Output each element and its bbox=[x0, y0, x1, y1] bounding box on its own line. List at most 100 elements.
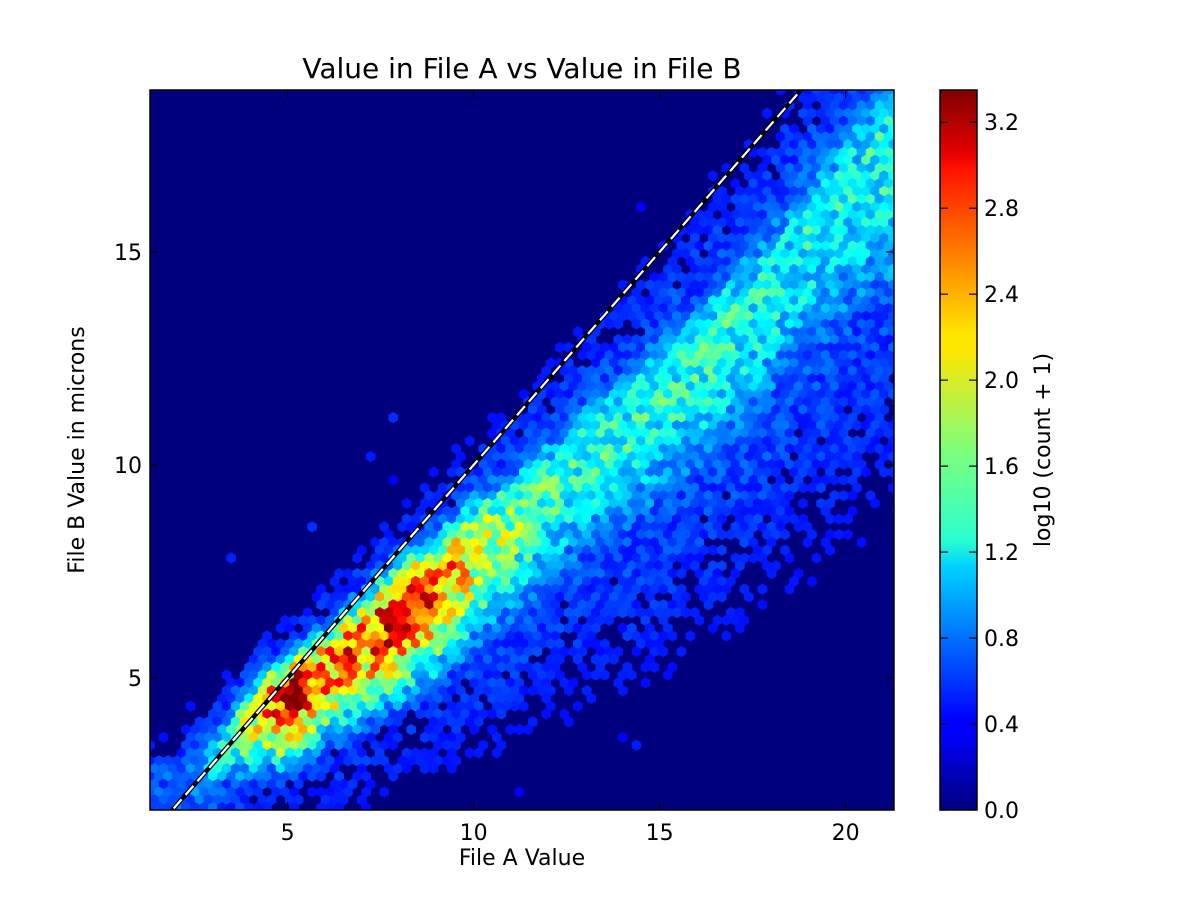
colorbar-tick-label: 2.4 bbox=[984, 283, 1019, 308]
hexbin-cell bbox=[532, 646, 543, 658]
hexbin-cell bbox=[721, 630, 732, 642]
hexbin-cell bbox=[586, 692, 597, 704]
y-axis-ticks: 5 10 15 bbox=[114, 241, 894, 692]
colorbar-label: log10 (count + 1) bbox=[1031, 353, 1056, 547]
hexbin-cell bbox=[798, 497, 808, 509]
hexbin-cell bbox=[428, 466, 439, 478]
hexbin-cell bbox=[838, 458, 849, 470]
hexbin-cell bbox=[428, 763, 439, 775]
hexbin-cell bbox=[190, 802, 200, 810]
hexbin-cell bbox=[226, 552, 236, 564]
hexbin-cell bbox=[888, 466, 894, 478]
hexbin-cell bbox=[870, 497, 880, 509]
colorbar bbox=[939, 89, 978, 811]
hexbin-cell bbox=[744, 591, 754, 603]
hexbin-cell bbox=[581, 669, 592, 681]
hexbin-cell bbox=[307, 521, 317, 533]
hexbin-cell bbox=[289, 802, 299, 810]
hexbin-cell bbox=[703, 599, 714, 611]
hexbin-cell bbox=[150, 802, 155, 810]
hexbin-cell bbox=[154, 802, 164, 810]
hexbin-cell bbox=[667, 630, 678, 642]
x-axis-label: File A Value bbox=[459, 846, 585, 871]
hexbin-cell bbox=[717, 529, 727, 541]
hexbin-cell bbox=[861, 466, 871, 478]
hexbin-cell bbox=[631, 646, 642, 658]
hexbin-cell bbox=[199, 802, 209, 810]
colorbar-tick-label: 0.0 bbox=[984, 799, 1019, 824]
hexbin-cell bbox=[631, 318, 642, 330]
hexbin-cell bbox=[158, 731, 169, 743]
hexbin-cell bbox=[307, 786, 317, 798]
y-tick-label: 10 bbox=[114, 454, 142, 479]
colorbar-ticks: 0.0 0.4 0.8 1.2 1.6 2.0 2.4 2.8 3.2 bbox=[940, 111, 1019, 824]
hexbin-cell bbox=[150, 739, 155, 751]
hexbin-cell bbox=[694, 614, 705, 626]
hexbin-cell bbox=[708, 622, 718, 634]
hexbin-cell bbox=[388, 739, 399, 751]
y-tick-label: 5 bbox=[128, 667, 142, 692]
hexbin-cell bbox=[898, 327, 907, 337]
hexbin-cell bbox=[825, 544, 835, 556]
hexbin-cell bbox=[658, 583, 669, 595]
y-tick-label: 15 bbox=[114, 241, 142, 266]
hexbin-cell bbox=[735, 622, 745, 634]
hexbin-cell bbox=[898, 186, 907, 196]
hexbin-cell bbox=[253, 802, 263, 810]
hexbin-cell bbox=[361, 802, 372, 810]
hexbin-cell bbox=[898, 295, 907, 305]
colorbar-tick-label: 0.4 bbox=[984, 713, 1019, 738]
hexbin-cell bbox=[685, 630, 696, 642]
hexbin-cell bbox=[780, 529, 790, 541]
hexbin-cell bbox=[509, 700, 520, 712]
hexbin-cell bbox=[388, 770, 399, 782]
hexbin-cell bbox=[406, 724, 417, 736]
hexbin-cell bbox=[843, 513, 853, 525]
hexbin-cell bbox=[748, 552, 759, 564]
hexbin-cell bbox=[898, 373, 907, 383]
hexbin-cell bbox=[235, 802, 245, 810]
hexbin-cell bbox=[757, 599, 768, 611]
hexbin-cell bbox=[604, 614, 615, 626]
hexbin-cell bbox=[563, 622, 574, 634]
hexbin-cell bbox=[676, 568, 687, 580]
hexbin-cell bbox=[898, 108, 907, 118]
x-tick-label: 10 bbox=[460, 821, 488, 846]
hexbin-cell bbox=[181, 802, 191, 810]
hexbin-cell bbox=[898, 155, 907, 165]
hexbin-cell bbox=[640, 677, 651, 689]
colorbar-tick-label: 3.2 bbox=[984, 111, 1019, 136]
hexbin-cell bbox=[681, 607, 691, 619]
hexbin-cell bbox=[505, 724, 516, 736]
hexbin-cell bbox=[898, 233, 907, 243]
hexbin-cell bbox=[343, 755, 353, 767]
hexbin-cell bbox=[784, 583, 795, 595]
plot-frame bbox=[149, 89, 895, 811]
hexbin-cell bbox=[613, 318, 624, 330]
hexbin-cell bbox=[852, 419, 862, 431]
hexbin-cell bbox=[762, 107, 772, 119]
hexbin-cell bbox=[604, 318, 615, 330]
hexbin-cell bbox=[811, 552, 822, 564]
hexbin-cell bbox=[898, 217, 907, 227]
hexbin-cell bbox=[721, 614, 732, 626]
hexbin-cell bbox=[898, 389, 907, 399]
hexbin-cell bbox=[739, 536, 750, 548]
hexbin-cell bbox=[627, 607, 637, 619]
hexbin-cell bbox=[672, 607, 682, 619]
hexbin-cell bbox=[807, 575, 817, 587]
hexbin-cell bbox=[898, 498, 907, 508]
reference-line bbox=[169, 90, 804, 810]
hexbin-cell bbox=[898, 405, 907, 415]
hexbin-layer bbox=[150, 90, 907, 810]
hexbin-cell bbox=[541, 708, 552, 720]
hexbin-cell bbox=[717, 544, 727, 556]
hexbin-cell bbox=[352, 552, 363, 564]
hexbin-cell bbox=[599, 669, 610, 681]
reference-line-dashed bbox=[170, 90, 803, 810]
x-tick-label: 20 bbox=[832, 821, 860, 846]
hexbin-cell bbox=[464, 747, 475, 759]
hexbin-cell bbox=[847, 490, 858, 502]
hexbin-cell bbox=[365, 451, 376, 463]
